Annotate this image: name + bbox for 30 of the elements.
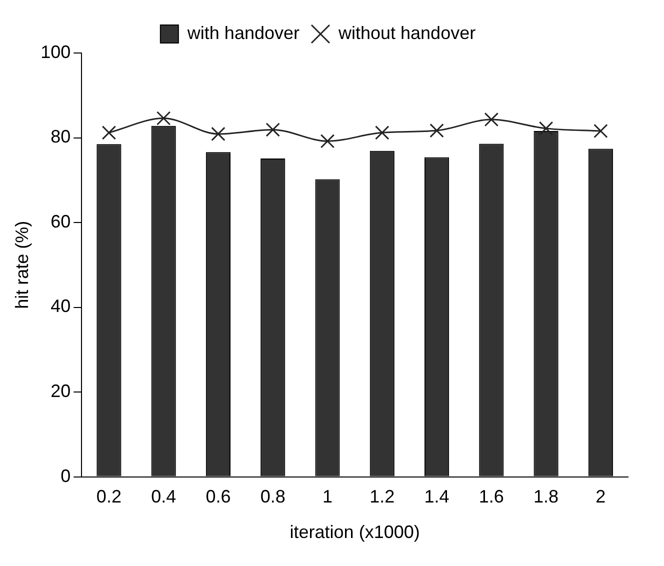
- x-tick-label: 0.2: [96, 486, 122, 507]
- point: [594, 124, 608, 138]
- point: [320, 134, 335, 148]
- point: [430, 123, 444, 138]
- legend-label: without handover: [337, 22, 476, 43]
- point: [538, 121, 554, 136]
- point: [484, 112, 499, 127]
- point: [211, 126, 226, 142]
- x-tick-label: 0.4: [151, 486, 176, 507]
- y-tick-label: 60: [50, 211, 71, 232]
- x-tick-label: 1.4: [424, 486, 450, 507]
- y-axis-title: hit rate (%): [12, 220, 32, 309]
- point: [266, 122, 280, 137]
- y-tick-label: 20: [50, 381, 71, 402]
- x-tick-label: 2: [596, 486, 606, 507]
- x-tick-label: 1.2: [370, 486, 395, 507]
- point: [102, 126, 116, 140]
- x-tick-label: 1: [322, 486, 333, 507]
- point: [156, 111, 171, 126]
- y-tick-label: 80: [50, 126, 71, 147]
- y-tick-label: 40: [50, 296, 71, 316]
- x-axis-title: iteration (x1000): [290, 522, 420, 542]
- x-tick-label: 1.8: [534, 486, 559, 507]
- legend-label: with handover: [186, 22, 300, 43]
- x-tick-label: 1.6: [478, 486, 504, 507]
- y-tick-label: 0: [60, 466, 71, 486]
- x-tick-label: 0.6: [206, 486, 231, 507]
- point: [375, 126, 390, 140]
- y-tick-label: 100: [40, 42, 71, 62]
- x-tick-label: 0.8: [260, 486, 286, 507]
